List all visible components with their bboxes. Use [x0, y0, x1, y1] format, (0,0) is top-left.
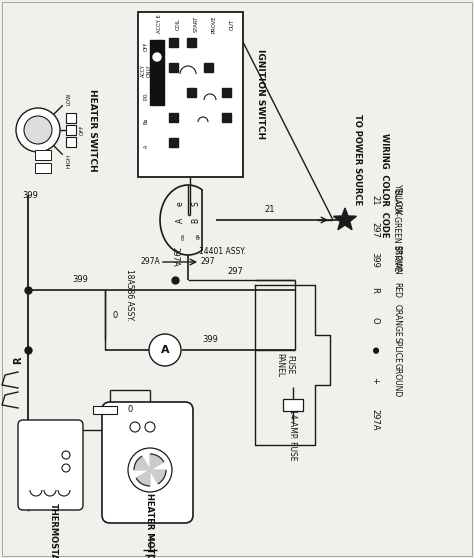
Text: 399: 399 — [202, 335, 218, 344]
Bar — [187, 38, 196, 47]
Text: THERMOSTAT: THERMOSTAT — [48, 503, 57, 558]
Bar — [169, 138, 178, 147]
Bar — [66, 125, 76, 135]
Text: P.O.: P.O. — [144, 92, 148, 100]
Text: +: + — [371, 377, 380, 383]
Polygon shape — [334, 208, 356, 230]
Text: S: S — [191, 201, 201, 206]
Bar — [66, 113, 76, 123]
Text: GROUND: GROUND — [392, 363, 401, 397]
Bar — [283, 399, 303, 411]
Text: e: e — [175, 201, 184, 206]
Circle shape — [130, 422, 140, 432]
Text: R: R — [371, 287, 380, 293]
Bar — [204, 63, 213, 72]
Text: HEATER SWITCH: HEATER SWITCH — [89, 89, 98, 171]
Text: BROWN: BROWN — [392, 245, 401, 275]
FancyBboxPatch shape — [18, 420, 83, 510]
Text: 297: 297 — [201, 257, 215, 267]
Text: FUSE
PANEL: FUSE PANEL — [275, 353, 295, 377]
Text: LOW: LOW — [67, 93, 72, 105]
Text: ●: ● — [371, 347, 380, 354]
Text: OUT: OUT — [229, 18, 235, 30]
Text: 18A586 ASSY.: 18A586 ASSY. — [126, 269, 135, 321]
Text: 21: 21 — [265, 205, 275, 214]
Wedge shape — [150, 454, 164, 470]
Text: HEATER MOTOR: HEATER MOTOR — [146, 493, 155, 558]
Text: 297A: 297A — [171, 247, 180, 267]
Text: 297A: 297A — [140, 257, 160, 267]
Circle shape — [149, 334, 181, 366]
Text: 297A: 297A — [371, 409, 380, 431]
Bar — [169, 63, 178, 72]
Text: START: START — [193, 16, 199, 32]
Bar — [150, 40, 164, 105]
Text: 297: 297 — [371, 222, 380, 238]
Text: 14 AMP. FUSE: 14 AMP. FUSE — [289, 409, 298, 461]
Wedge shape — [134, 456, 150, 470]
Text: IGNITION SWITCH: IGNITION SWITCH — [256, 49, 265, 139]
Text: PROVE: PROVE — [211, 15, 217, 33]
Text: Ba: Ba — [144, 118, 148, 124]
Text: HIGH: HIGH — [67, 154, 72, 168]
Text: R: R — [13, 356, 23, 364]
Text: 297: 297 — [227, 267, 243, 277]
Text: 399: 399 — [72, 276, 88, 285]
Circle shape — [16, 108, 60, 152]
Text: 0: 0 — [128, 406, 133, 415]
Bar — [169, 38, 178, 47]
Circle shape — [153, 53, 161, 61]
Bar — [169, 113, 178, 122]
Text: ACCY E: ACCY E — [157, 15, 163, 33]
Bar — [222, 88, 231, 97]
Text: RED: RED — [392, 282, 401, 298]
Bar — [222, 113, 231, 122]
Text: TO POWER SOURCE: TO POWER SOURCE — [354, 114, 363, 205]
Circle shape — [24, 116, 52, 144]
Text: 14401 ASSY.: 14401 ASSY. — [199, 248, 246, 257]
FancyBboxPatch shape — [102, 402, 193, 523]
Text: OFF: OFF — [144, 41, 148, 51]
Text: 399: 399 — [371, 252, 380, 268]
Wedge shape — [136, 470, 150, 486]
Text: YELLOW: YELLOW — [392, 185, 401, 215]
Text: gs: gs — [195, 233, 201, 239]
Text: SPLICE: SPLICE — [392, 337, 401, 363]
Text: 399: 399 — [22, 190, 38, 200]
Circle shape — [128, 448, 172, 492]
Text: BLACK-GREEN STRIPE: BLACK-GREEN STRIPE — [392, 189, 401, 271]
Text: A: A — [175, 218, 184, 223]
Text: O: O — [371, 317, 380, 323]
Text: ACCY
ONLY: ACCY ONLY — [141, 65, 151, 78]
Wedge shape — [150, 470, 166, 484]
Text: A: A — [161, 345, 169, 355]
Bar — [187, 88, 196, 97]
Text: A: A — [144, 145, 148, 148]
Text: 21: 21 — [371, 195, 380, 205]
Bar — [35, 150, 51, 160]
Text: WIRING  COLOR  CODE: WIRING COLOR CODE — [381, 133, 390, 237]
Circle shape — [62, 464, 70, 472]
Text: B: B — [191, 218, 201, 223]
Text: COIL: COIL — [175, 18, 181, 30]
Bar — [93, 406, 117, 414]
Bar — [35, 163, 51, 173]
Text: ORANGE: ORANGE — [392, 304, 401, 336]
Circle shape — [62, 451, 70, 459]
Text: OFF: OFF — [80, 125, 84, 135]
Bar — [66, 137, 76, 147]
Circle shape — [145, 422, 155, 432]
Text: 0: 0 — [112, 310, 118, 320]
Bar — [138, 12, 243, 177]
Text: os: os — [181, 233, 185, 239]
